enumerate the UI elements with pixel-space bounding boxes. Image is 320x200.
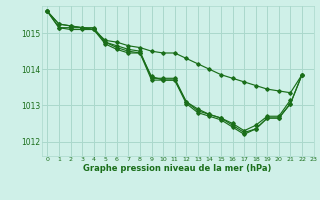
X-axis label: Graphe pression niveau de la mer (hPa): Graphe pression niveau de la mer (hPa) — [84, 164, 272, 173]
